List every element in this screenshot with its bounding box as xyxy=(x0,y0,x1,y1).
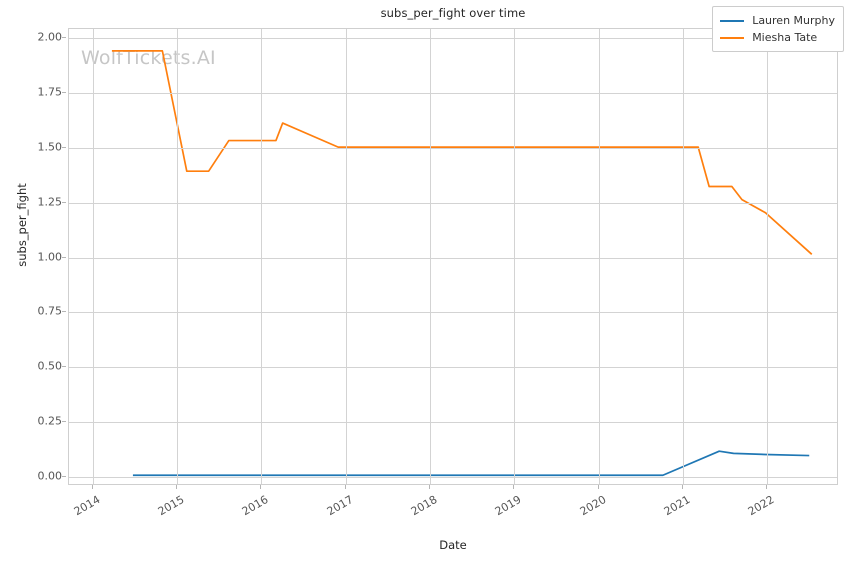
gridline-vertical xyxy=(261,29,263,484)
gridline-horizontal xyxy=(69,92,837,94)
legend-label-miesha-tate: Miesha Tate xyxy=(752,31,818,44)
y-axis-tick-label: 1.25 xyxy=(37,195,63,209)
y-axis-tick-mark xyxy=(62,201,66,203)
chart-legend: Lauren Murphy Miesha Tate xyxy=(712,6,844,52)
x-axis-tick-label: 2020 xyxy=(577,493,609,519)
y-axis-tick-label: 2.00 xyxy=(37,30,63,44)
gridline-horizontal xyxy=(69,477,837,479)
x-axis-label: Date xyxy=(439,538,467,552)
gridline-horizontal xyxy=(69,422,837,424)
x-axis-tick-mark xyxy=(513,485,515,489)
x-axis-tick-label: 2017 xyxy=(324,493,356,519)
gridline-horizontal xyxy=(69,257,837,259)
y-axis-tick-mark xyxy=(62,91,66,93)
gridline-horizontal xyxy=(69,37,837,39)
x-axis-tick-mark xyxy=(91,485,93,489)
y-axis-tick-label: 1.50 xyxy=(37,140,63,154)
y-axis-tick-mark xyxy=(62,366,66,368)
legend-swatch-miesha-tate xyxy=(720,36,745,39)
x-axis-tick-label: 2016 xyxy=(240,493,271,519)
y-axis-tick-mark xyxy=(62,256,66,258)
y-axis-tick-mark xyxy=(62,476,66,478)
legend-swatch-lauren-murphy xyxy=(720,19,745,22)
gridline-vertical xyxy=(429,29,431,484)
x-axis-tick-mark xyxy=(344,485,346,489)
x-axis-tick-label: 2018 xyxy=(408,493,440,519)
gridline-vertical xyxy=(176,29,178,484)
x-axis-tick-label: 2019 xyxy=(493,493,524,519)
x-axis-tick-mark xyxy=(175,485,177,489)
x-axis-tick-label: 2014 xyxy=(71,493,103,519)
y-axis-tick-mark xyxy=(62,146,66,148)
y-axis-tick-label: 0.25 xyxy=(37,414,63,428)
gridline-vertical xyxy=(598,29,600,484)
y-axis-tick-label: 1.75 xyxy=(37,85,63,99)
gridline-vertical xyxy=(514,29,516,484)
series-line-lauren-murphy xyxy=(132,450,810,477)
x-axis: 2014 2015 2016 2017 2018 2019 2020 2021 2022 xyxy=(68,485,838,545)
x-axis-tick-label: 2021 xyxy=(661,493,693,519)
gridline-horizontal xyxy=(69,202,837,204)
y-axis: subs_per_fight 0.00 0.25 0.50 0.75 1.00 1.25 1… xyxy=(0,28,66,485)
y-axis-tick-mark xyxy=(62,311,66,313)
gridline-vertical xyxy=(682,29,684,484)
x-axis-tick-mark xyxy=(766,485,768,489)
y-axis-tick-label: 0.50 xyxy=(37,359,63,373)
y-axis-tick-mark xyxy=(62,36,66,38)
gridline-vertical xyxy=(345,29,347,484)
legend-item-lauren-murphy: Lauren Murphy xyxy=(720,12,835,29)
y-axis-tick-mark xyxy=(62,421,66,423)
y-axis-tick-label: 1.00 xyxy=(37,250,63,263)
y-axis-tick-label: 0.00 xyxy=(37,469,63,483)
plot-area: WolfTickets.AI xyxy=(68,28,838,485)
gridline-vertical xyxy=(767,29,769,484)
x-axis-tick-mark xyxy=(681,485,683,489)
legend-item-miesha-tate: Miesha Tate xyxy=(720,29,835,46)
x-axis-tick-label: 2015 xyxy=(155,493,187,519)
x-axis-tick-mark xyxy=(597,485,599,489)
series-container xyxy=(111,50,813,477)
series-line-miesha-tate xyxy=(111,50,813,255)
gridline-horizontal xyxy=(69,147,837,149)
gridline-vertical xyxy=(92,29,94,484)
gridline-horizontal xyxy=(69,312,837,314)
x-axis-tick-label: 2022 xyxy=(746,493,777,519)
gridline-horizontal xyxy=(69,367,837,369)
x-axis-tick-mark xyxy=(260,485,262,489)
y-axis-tick-label: 0.75 xyxy=(37,304,63,318)
chart-title: subs_per_fight over time xyxy=(380,6,526,20)
x-axis-tick-mark xyxy=(428,485,430,489)
legend-label-lauren-murphy: Lauren Murphy xyxy=(752,14,835,27)
